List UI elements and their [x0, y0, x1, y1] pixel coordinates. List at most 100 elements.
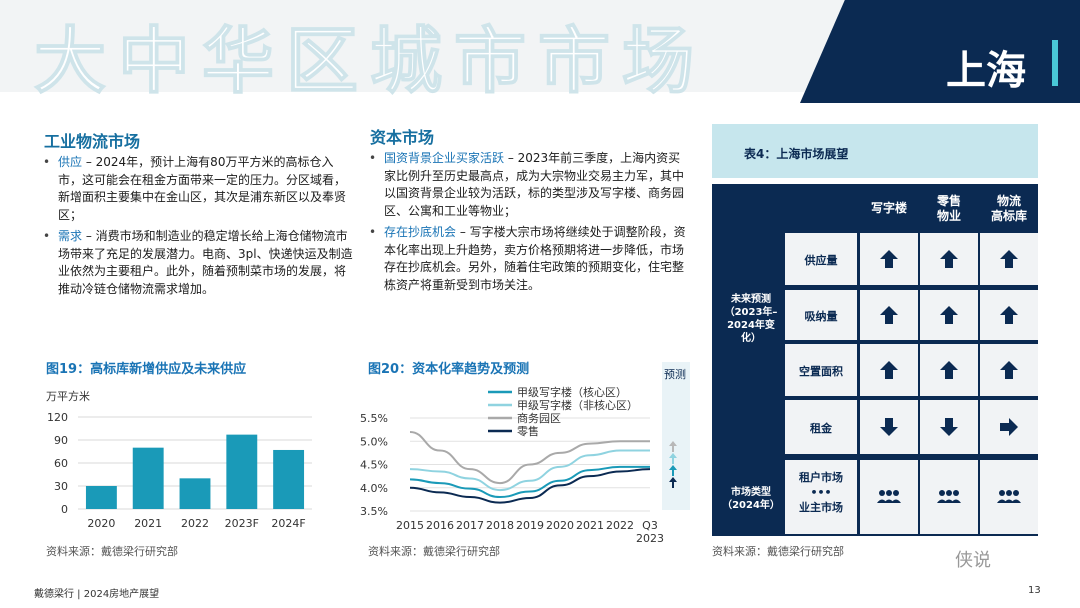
group-forecast-line: 2024年变: [727, 320, 775, 331]
legend-label: 零售: [517, 424, 539, 438]
row-label-cell: [785, 290, 857, 340]
x-tick-label: 2018: [486, 519, 514, 532]
x-tick-label: 2023: [636, 532, 664, 545]
legend-label: 甲级写字楼（非核心区）: [517, 398, 638, 412]
series-line: [409, 449, 650, 492]
x-tick-label: 2019: [516, 519, 544, 532]
landlord-market-icon: 业主市场: [799, 501, 843, 514]
up-arrow-icon: [938, 359, 960, 381]
x-tick-label: 2016: [426, 519, 454, 532]
capital-bullets: 国资背景企业买家活跃 – 2023年前三季度，上海内资买家比例升至历史最高点，成…: [368, 150, 686, 298]
y-tick-label: 3.5%: [360, 505, 388, 518]
industrial-bullets: 供应 – 2024年，预计上海有80万平方米的高标仓入市，这可能会在租金方面带来…: [42, 154, 354, 302]
fig19-unit: 万平方米: [46, 390, 90, 403]
up-arrow-icon: [938, 248, 960, 270]
table-cell: [860, 460, 918, 534]
group-forecast-line: （2023年–: [724, 307, 778, 318]
city-name: 上海: [946, 48, 1026, 94]
page-number: 13: [1028, 585, 1041, 596]
y-tick-label: 4.5%: [360, 459, 388, 472]
column-header-line: 高标库: [990, 209, 1027, 223]
up-arrow-icon: [998, 248, 1020, 270]
group-market-type: 市场类型 （2024年）: [718, 486, 784, 512]
table-cell: [980, 460, 1038, 534]
bar: [179, 478, 211, 509]
tenant-market-icon: [936, 489, 962, 505]
down-arrow-icon: [878, 416, 900, 438]
up-arrow-icon: [878, 304, 900, 326]
capital-title: 资本市场: [370, 128, 435, 147]
row-label: 租金: [810, 422, 832, 435]
forecast-band: [662, 362, 690, 510]
legend-label: 商务园区: [517, 411, 561, 425]
y-tick-label: 60: [54, 457, 68, 470]
city-panel: [800, 0, 1080, 103]
market-type-legend: 租户市场 ••• 业主市场: [785, 470, 857, 515]
row-label: 供应量: [804, 254, 838, 267]
bar: [226, 434, 258, 509]
right-arrow-icon: [998, 416, 1020, 438]
balanced-market-icon: •••: [810, 486, 832, 499]
x-tick-label: 2024F: [271, 517, 305, 530]
y-tick-label: 0: [61, 503, 68, 516]
industrial-bullet-supply: 供应 – 2024年，预计上海有80万平方米的高标仓入市，这可能会在租金方面带来…: [42, 154, 354, 224]
table-header-band: [712, 124, 1038, 178]
accent-bar: [1052, 40, 1058, 86]
x-tick-label: 2020: [87, 517, 115, 530]
up-arrow-icon: [998, 304, 1020, 326]
series-line: [409, 430, 650, 485]
table-cell: [920, 460, 978, 534]
up-arrow-icon: [878, 248, 900, 270]
table-caption: 表4：上海市场展望: [744, 147, 849, 161]
capital-bullet-opportunity: 存在抄底机会 – 写字楼大宗市场将继续处于调整阶段，资本化率出现上升趋势，卖方价…: [368, 224, 686, 294]
banner-title: 大中华区城市市场: [33, 18, 707, 104]
industrial-bullet-demand: 需求 – 消费市场和制造业的稳定增长给上海仓储物流市场带来了充足的发展潜力。电商…: [42, 228, 354, 298]
y-tick-label: 4.0%: [360, 482, 388, 495]
capital-bullet-buyers: 国资背景企业买家活跃 – 2023年前三季度，上海内资买家比例升至历史最高点，成…: [368, 150, 686, 220]
y-tick-label: 120: [47, 411, 68, 424]
row-label: 吸纳量: [804, 310, 838, 323]
bar: [132, 447, 164, 509]
fig19-source: 资料来源：戴德梁行研究部: [46, 545, 178, 558]
row-label-cell: [785, 233, 857, 285]
line-chart: 3.5% 4.0% 4.5% 5.0% 5.5% 2015 2016 2017 2018 2019…: [360, 385, 677, 545]
group-forecast-line: 化）: [741, 333, 761, 344]
fig19-title: 图19：高标库新增供应及未来供应: [46, 362, 247, 377]
x-tick-label: Q3: [642, 519, 658, 532]
x-tick-label: 2023F: [225, 517, 259, 530]
row-label-cell: [785, 400, 857, 454]
series-line: [409, 468, 651, 504]
x-tick-label: 2021: [576, 519, 604, 532]
column-header-line: 物流: [996, 194, 1021, 208]
column-header: 物流 高标库: [980, 194, 1038, 224]
y-tick-label: 5.5%: [360, 412, 388, 425]
group-market-type-line: （2024年）: [722, 500, 780, 511]
row-label: 空置面积: [799, 365, 843, 378]
column-header: 零售 物业: [920, 194, 978, 224]
up-arrow-icon: [938, 304, 960, 326]
up-arrow-icon: [998, 359, 1020, 381]
x-tick-label: 2022: [181, 517, 209, 530]
down-arrow-icon: [938, 416, 960, 438]
group-forecast: 未来预测 （2023年– 2024年变 化）: [718, 293, 784, 345]
column-header: 写字楼: [860, 201, 918, 216]
column-header-line: 写字楼: [870, 201, 907, 215]
group-forecast-line: 未来预测: [731, 294, 771, 305]
fig20-title: 图20：资本化率趋势及预测: [368, 362, 530, 377]
tenant-market-icon: [996, 489, 1022, 505]
bar: [273, 449, 305, 509]
industrial-title: 工业物流市场: [44, 132, 141, 151]
row-label-cell: [785, 344, 857, 396]
tenant-market-icon: [876, 489, 902, 505]
x-tick-label: 2020: [546, 519, 574, 532]
bar-chart: 0 30 60 90 120 2020 2021 2022 2023F 2024F: [47, 411, 312, 530]
x-tick-label: 2017: [456, 519, 484, 532]
group-market-type-line: 市场类型: [731, 487, 771, 498]
column-header-line: 物业: [936, 209, 961, 223]
tenant-market-icon: 租户市场: [799, 471, 843, 484]
forecast-label: 预测: [664, 368, 686, 381]
bar: [85, 486, 117, 509]
column-header-line: 零售: [936, 194, 961, 208]
legend-cell: [785, 460, 857, 534]
x-tick-label: 2021: [134, 517, 162, 530]
